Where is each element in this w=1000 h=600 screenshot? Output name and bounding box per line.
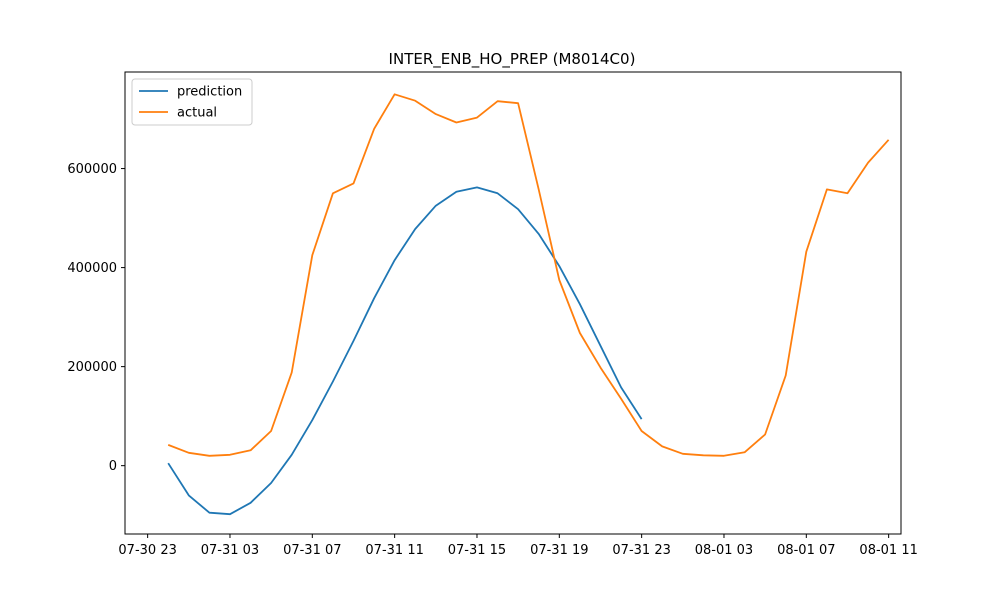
chart-title: INTER_ENB_HO_PREP (M8014C0) <box>389 50 636 69</box>
series-line-actual <box>167 93 890 457</box>
y-tick-label: 0 <box>109 459 117 474</box>
legend: prediction actual <box>131 78 253 126</box>
y-tick-label: 200000 <box>67 360 117 375</box>
x-tick-label: 08-01 03 <box>695 543 753 558</box>
x-tick-label: 07-30 23 <box>118 543 176 558</box>
x-tick-label: 07-31 07 <box>283 543 341 558</box>
legend-label-prediction: prediction <box>177 85 242 100</box>
plot-frame <box>124 71 902 535</box>
series-line-prediction <box>167 186 643 516</box>
y-tick-label: 600000 <box>67 162 117 177</box>
legend-label-actual: actual <box>177 106 217 121</box>
y-tick-label: 400000 <box>67 261 117 276</box>
x-tick-label: 07-31 19 <box>530 543 588 558</box>
x-tick-label: 08-01 11 <box>859 543 917 558</box>
x-tick-label: 07-31 03 <box>201 543 259 558</box>
x-tick-label: 07-31 23 <box>612 543 670 558</box>
x-tick-label: 08-01 07 <box>777 543 835 558</box>
plot-area: 07-30 23 07-31 03 07-31 07 07-31 11 07-31 15… <box>67 93 918 558</box>
x-tick-label: 07-31 15 <box>448 543 506 558</box>
x-tick-label: 07-31 11 <box>365 543 423 558</box>
